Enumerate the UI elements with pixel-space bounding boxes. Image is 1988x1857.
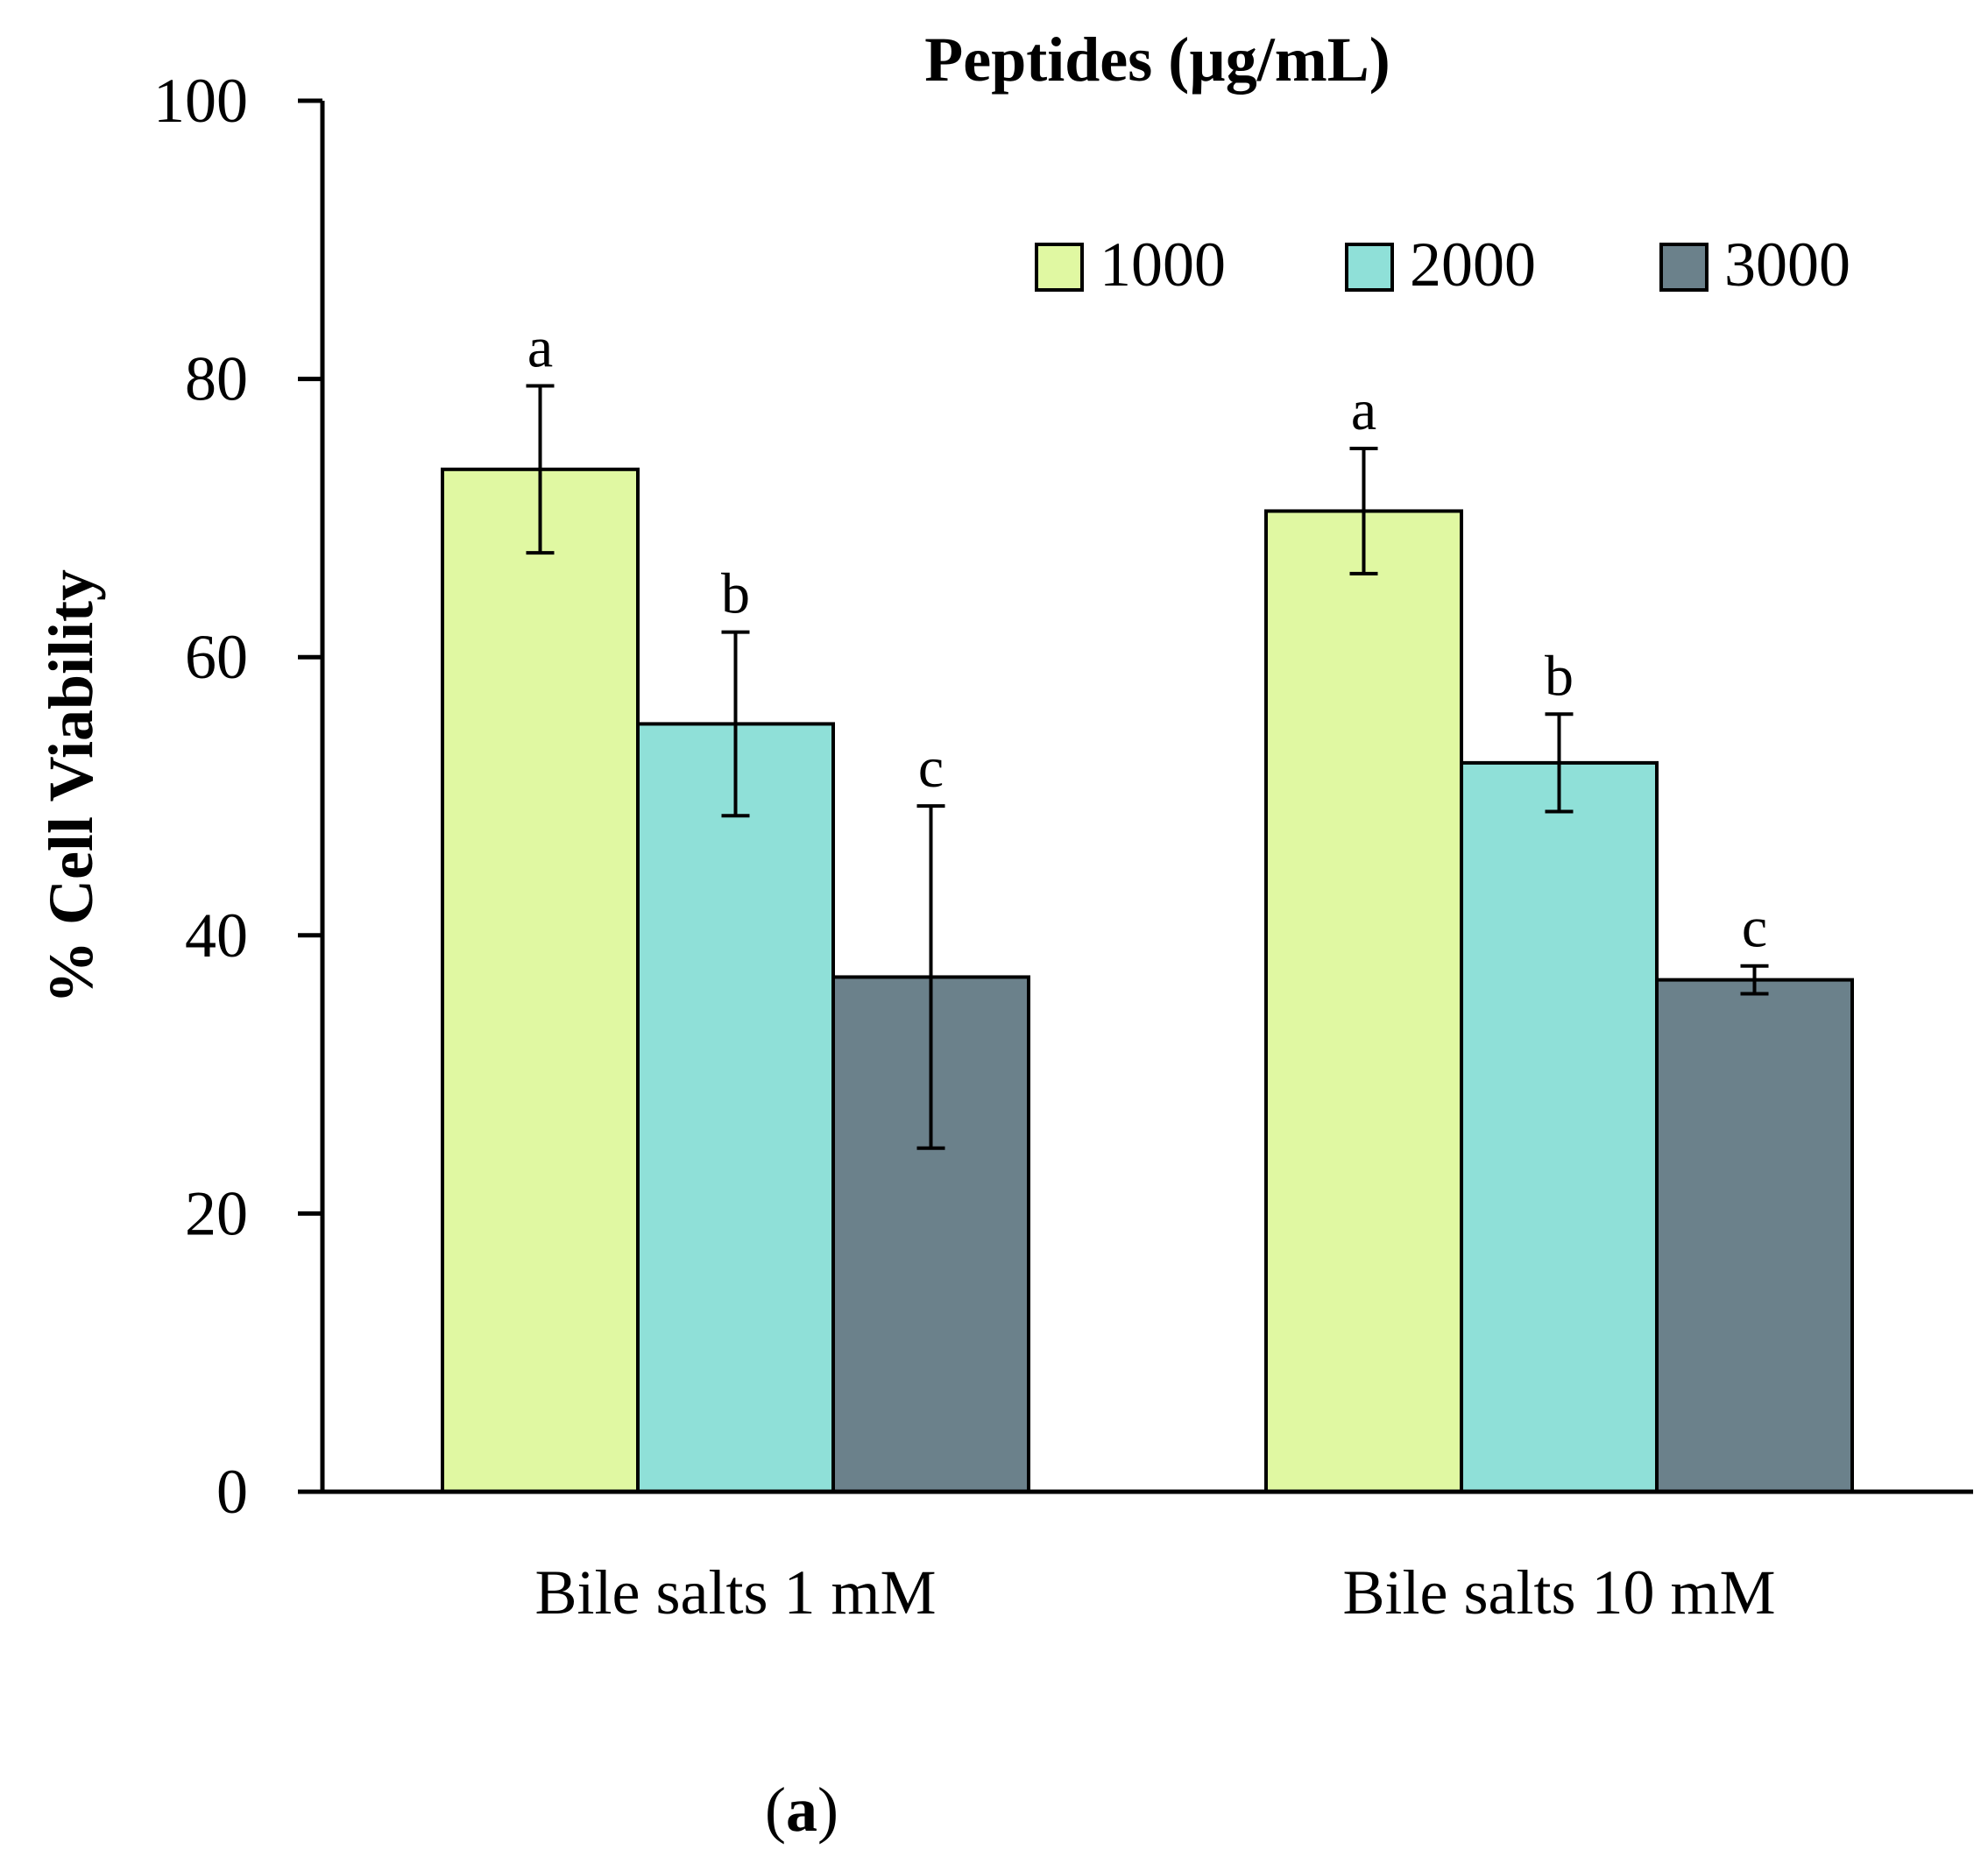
significance-label-3000-2: c xyxy=(1742,896,1767,960)
significance-label-2000-2: b xyxy=(1545,644,1574,708)
bar-3000-2 xyxy=(1655,978,1854,1493)
bars-group xyxy=(441,467,1854,1494)
legend-label-2000: 2000 xyxy=(1410,229,1536,300)
significance-label-1000-2: a xyxy=(1351,378,1376,442)
x-tick-labels-group: Bile salts 1 mM Bile salts 10 mM xyxy=(534,1557,1775,1628)
legend-swatch-2000 xyxy=(1345,243,1394,292)
bar-1000-1 xyxy=(441,467,640,1494)
y-ticks-group: 0 20 40 60 80 100 xyxy=(153,66,322,1527)
y-tick-label-20: 20 xyxy=(185,1178,248,1248)
y-tick-label-80: 80 xyxy=(185,344,248,414)
y-tick-label-60: 60 xyxy=(185,622,248,692)
error-bars-group xyxy=(526,384,1769,1150)
legend-swatch-3000 xyxy=(1659,243,1709,292)
x-tick-label-1: Bile salts 1 mM xyxy=(534,1557,936,1628)
legend-label-1000: 1000 xyxy=(1100,229,1226,300)
panel-label-open: ( xyxy=(765,1775,786,1845)
panel-label-close: ) xyxy=(817,1775,838,1845)
significance-label-3000-1: c xyxy=(918,736,944,800)
significance-label-2000-1: b xyxy=(721,562,750,626)
significance-label-1000-1: a xyxy=(527,316,553,380)
panel-label-letter: a xyxy=(786,1775,817,1845)
legend-swatch-1000 xyxy=(1035,243,1084,292)
panel-label: (a) xyxy=(765,1775,838,1845)
y-tick-label-40: 40 xyxy=(185,900,248,971)
legend-label-3000: 3000 xyxy=(1724,229,1850,300)
chart-title: Peptides (µg/mL) xyxy=(924,25,1390,95)
bar-2000-2 xyxy=(1460,760,1659,1493)
bar-1000-2 xyxy=(1264,509,1463,1494)
bar-2000-1 xyxy=(636,722,835,1493)
y-axis-label: % Cell Viability xyxy=(36,569,106,1004)
x-tick-label-2: Bile salts 10 mM xyxy=(1342,1557,1775,1628)
legend: 1000 2000 3000 xyxy=(1035,229,1850,300)
significance-labels-group: a a b b c c xyxy=(527,316,1767,960)
axes-group xyxy=(298,101,1973,1494)
y-tick-label-0: 0 xyxy=(216,1457,248,1527)
y-tick-label-100: 100 xyxy=(153,66,248,136)
